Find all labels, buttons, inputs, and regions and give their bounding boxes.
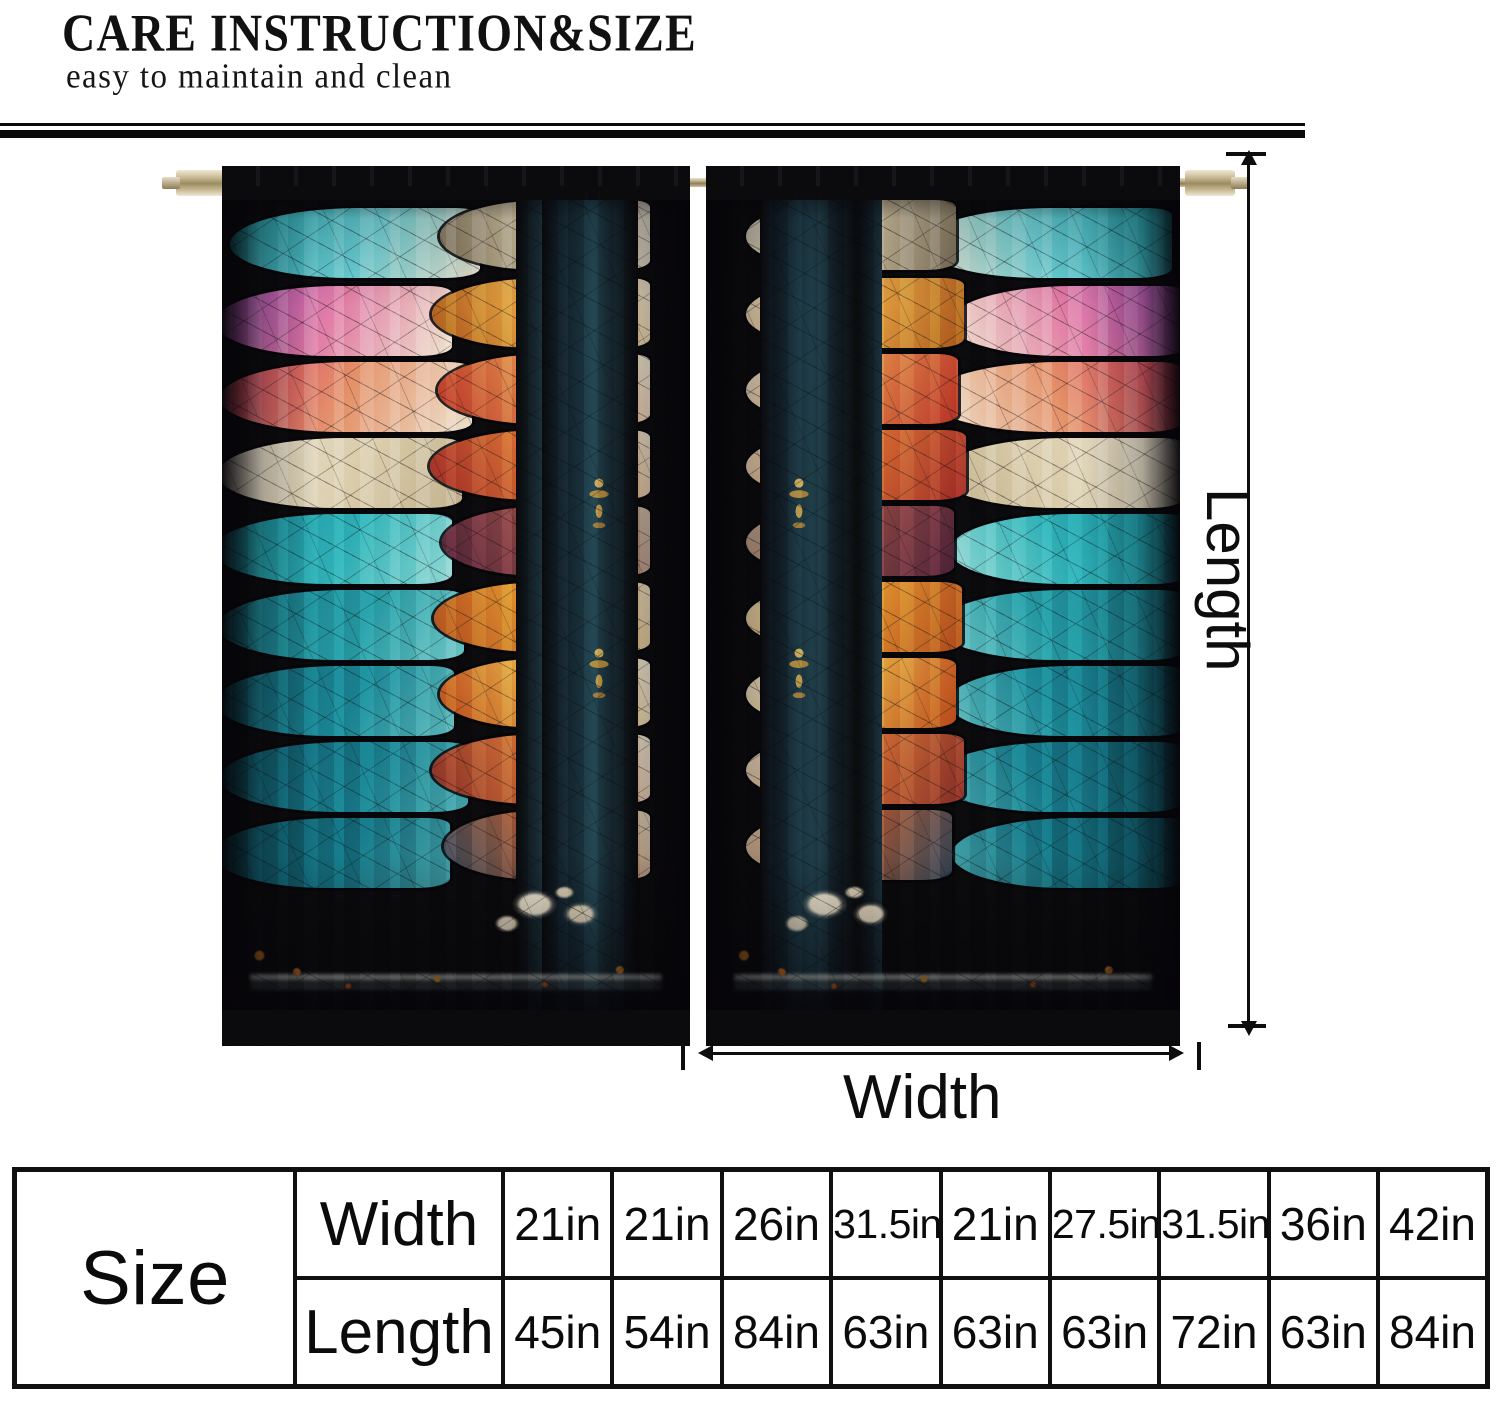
length-value-4: 63in	[829, 1276, 943, 1389]
wing-slat	[930, 362, 1180, 432]
header-block: CARE INSTRUCTION&SIZE easy to maintain a…	[0, 0, 1500, 140]
width-value-3: 26in	[719, 1167, 834, 1280]
wing-slat	[922, 208, 1172, 278]
length-value-8: 63in	[1266, 1276, 1381, 1389]
width-value-5: 21in	[938, 1167, 1052, 1280]
curtain-panel-left	[222, 166, 690, 1046]
wing-slat	[222, 362, 472, 432]
wing-slat	[222, 438, 462, 508]
curtain-panel-right	[706, 166, 1180, 1046]
ember-specks	[222, 916, 690, 1006]
wing-slat	[948, 666, 1180, 736]
header-divider-thick	[0, 130, 1305, 138]
width-dimension-arrow	[676, 1040, 1206, 1080]
wing-slat	[222, 590, 464, 660]
curtain-wavy-hem	[222, 1024, 690, 1046]
width-arrow-line	[704, 1052, 1174, 1055]
arrow-up-icon	[1241, 150, 1257, 165]
wing-slat	[952, 818, 1180, 888]
curtain-pleat-top	[222, 166, 690, 200]
table-row: Size Width 21in 21in 26in 31.5in 21in 27…	[12, 1167, 1490, 1389]
row-label-length: Length	[293, 1276, 505, 1389]
width-value-4: 31.5in	[829, 1167, 943, 1280]
length-value-3: 84in	[719, 1276, 834, 1389]
gold-ornament-icon	[570, 636, 628, 714]
width-value-1: 21in	[500, 1167, 615, 1280]
curtain-artwork-left	[222, 166, 690, 1046]
length-value-7: 72in	[1157, 1276, 1271, 1389]
product-image-stage: Length Width	[0, 140, 1500, 1150]
length-tick-bottom	[1228, 1024, 1266, 1028]
length-arrow-line	[1247, 156, 1250, 1028]
arrow-left-icon	[698, 1045, 713, 1061]
width-tick-left	[681, 1042, 685, 1070]
wing-slat	[950, 514, 1180, 584]
width-value-2: 21in	[610, 1167, 724, 1280]
width-value-7: 31.5in	[1157, 1167, 1271, 1280]
length-value-9: 84in	[1376, 1276, 1490, 1389]
curtain-artwork-right	[706, 166, 1180, 1046]
width-value-9: 42in	[1376, 1167, 1490, 1280]
wing-slat	[938, 590, 1180, 660]
row-label-width: Width	[293, 1167, 505, 1280]
length-value-5: 63in	[938, 1276, 1052, 1389]
width-value-8: 36in	[1266, 1167, 1381, 1280]
length-value-1: 45in	[500, 1276, 615, 1389]
wing-slat	[950, 286, 1180, 356]
wing-slat	[222, 742, 468, 812]
page-title: CARE INSTRUCTION&SIZE	[62, 3, 697, 63]
gold-ornament-icon	[770, 466, 828, 544]
curtain-rod-finial-left	[162, 170, 226, 196]
size-header-cell: Size	[12, 1167, 297, 1389]
width-value-6: 27.5in	[1047, 1167, 1162, 1280]
curtain-rod-finial-right	[1185, 170, 1249, 196]
size-chart-table: Size Width 21in 21in 26in 31.5in 21in 27…	[12, 1167, 1490, 1389]
gold-ornament-icon	[770, 636, 828, 714]
arrow-right-icon	[1169, 1045, 1184, 1061]
length-dimension-label: Length	[1194, 488, 1261, 672]
wing-slat	[222, 818, 450, 888]
gold-ornament-icon	[570, 466, 628, 544]
width-tick-right	[1197, 1042, 1201, 1070]
ember-specks	[706, 916, 1180, 1006]
length-value-6: 63in	[1047, 1276, 1162, 1389]
page-subtitle: easy to maintain and clean	[66, 58, 453, 97]
table-row: Length 45in 54in 84in 63in 63in 63in 72i…	[15, 1276, 1490, 1389]
length-value-2: 54in	[610, 1276, 724, 1389]
wing-slat	[934, 742, 1180, 812]
curtain-pleat-top	[706, 166, 1180, 200]
header-divider-thin	[0, 123, 1305, 126]
wing-slat	[222, 286, 452, 356]
wing-slat	[222, 514, 452, 584]
wing-slat	[940, 438, 1180, 508]
width-dimension-label: Width	[843, 1063, 1002, 1132]
wing-slat	[222, 666, 454, 736]
